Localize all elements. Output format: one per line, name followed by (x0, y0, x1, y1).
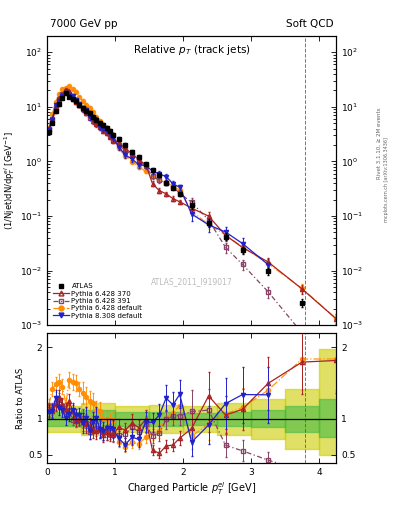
Text: Rivet 3.1.10, ≥ 2M events: Rivet 3.1.10, ≥ 2M events (376, 108, 381, 179)
Text: Relative $p_{T}$ (track jets): Relative $p_{T}$ (track jets) (133, 43, 250, 57)
Y-axis label: Ratio to ATLAS: Ratio to ATLAS (16, 368, 25, 429)
Legend: ATLAS, Pythia 6.428 370, Pythia 6.428 391, Pythia 6.428 default, Pythia 8.308 de: ATLAS, Pythia 6.428 370, Pythia 6.428 39… (51, 281, 145, 322)
X-axis label: Charged Particle $p_T^{el}$ [GeV]: Charged Particle $p_T^{el}$ [GeV] (127, 480, 256, 497)
Text: ATLAS_2011_I919017: ATLAS_2011_I919017 (151, 277, 233, 286)
Text: mcplots.cern.ch [arXiv:1306.3436]: mcplots.cern.ch [arXiv:1306.3436] (384, 137, 389, 222)
Text: 7000 GeV pp: 7000 GeV pp (50, 18, 118, 29)
Y-axis label: (1/Njet)dN/dp$_T^{el}$ [GeV$^{-1}$]: (1/Njet)dN/dp$_T^{el}$ [GeV$^{-1}$] (2, 131, 17, 230)
Text: Soft QCD: Soft QCD (285, 18, 333, 29)
